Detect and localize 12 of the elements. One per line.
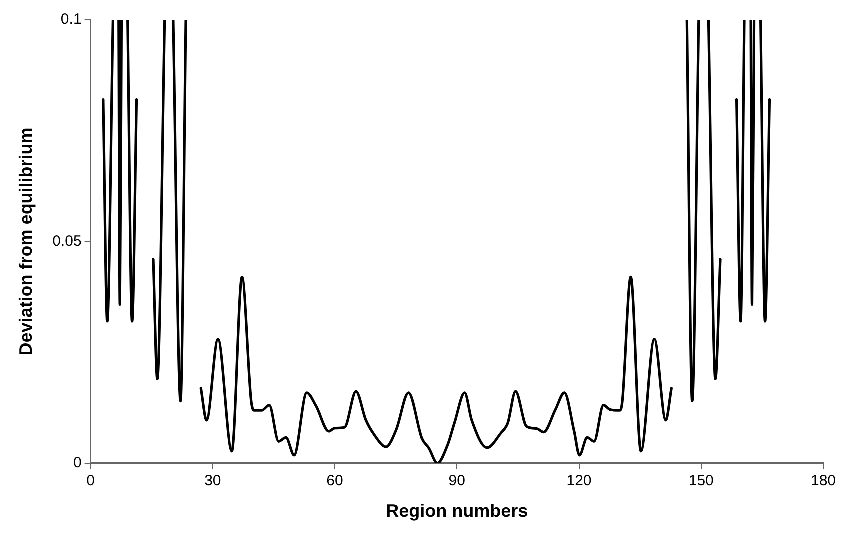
x-tick-label: 90: [448, 472, 466, 490]
x-tick-label: 60: [326, 472, 344, 490]
y-axis-title: Deviation from equilibrium: [16, 128, 36, 356]
x-tick-label: 30: [204, 472, 222, 490]
x-tick-label: 180: [810, 472, 836, 490]
x-axis-title: Region numbers: [386, 501, 528, 522]
x-tick-label: 150: [688, 472, 714, 490]
y-tick-label: 0.05: [52, 232, 82, 250]
x-tick-label: 0: [86, 472, 95, 490]
y-tick-label: 0: [73, 454, 82, 472]
x-tick-label: 120: [566, 472, 592, 490]
y-tick-label: 0.1: [60, 11, 82, 28]
